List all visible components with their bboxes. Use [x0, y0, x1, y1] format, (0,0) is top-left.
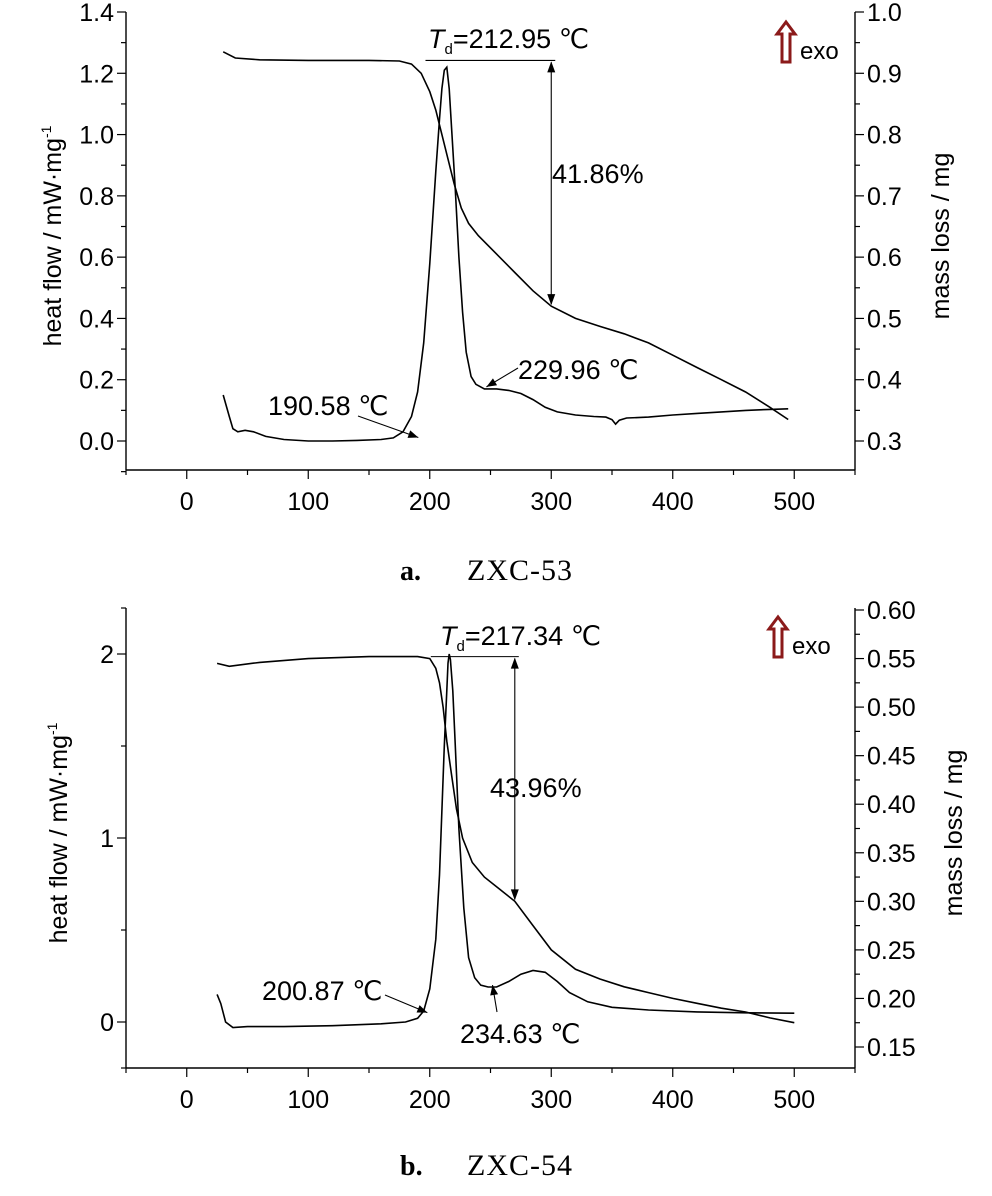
y-left-tick-label: 0.4 [79, 305, 114, 333]
mass-loss-arrowhead-down [547, 294, 556, 306]
td-label-symbol: T [428, 24, 447, 54]
y-right-tick-label: 0.55 [867, 646, 916, 674]
y-right-tick-label: 0.6 [867, 244, 902, 272]
y-right-tick-label: 0.60 [867, 597, 916, 625]
post-peak-temperature-label: 229.96 ℃ [518, 355, 638, 385]
y-left-tick-label: 2 [100, 641, 114, 669]
exo-arrow-icon [774, 19, 798, 64]
td-label-subscript: d [445, 41, 453, 58]
exo-label: exo [800, 38, 839, 65]
mass-loss-curve [222, 51, 789, 421]
y-right-tick-label: 0.4 [867, 367, 902, 395]
mass-loss-percent-label: 43.96% [490, 773, 582, 803]
mass-loss-percent-label: 41.86% [552, 159, 644, 189]
chart-panel-b: 0 100 200 300 400 500 0 1 2 0.15 0.20 0.25 0.30 0.35 0… [44, 597, 968, 1182]
y-left-axis-title: heat flow / mW·mg-1 [38, 125, 67, 346]
exo-label: exo [792, 633, 831, 660]
y-left-tick-label: 0 [100, 1009, 114, 1037]
y-right-tick-label: 0.7 [867, 183, 902, 211]
td-label-value: =217.34 ℃ [465, 621, 601, 651]
td-label-value: =212.95 ℃ [453, 24, 589, 54]
y-right-axis-title: mass loss / mg [940, 750, 968, 917]
mass-loss-curve [216, 655, 795, 1024]
x-tick-label: 500 [773, 1086, 815, 1114]
x-tick-label: 300 [530, 488, 572, 516]
chart-panel-a: 0 100 200 300 400 500 0.0 0.2 0.4 0.6 0.8 1.0 1.2 1.4… [38, 0, 955, 587]
onset-pointer-arrow-head [416, 1005, 428, 1013]
y-left-tick-label: 0.0 [79, 428, 114, 456]
exo-arrow-icon [766, 614, 790, 659]
y-left-axis-title-text: heat flow / mW·mg [39, 138, 67, 346]
onset-temperature-label: 190.58 ℃ [268, 391, 388, 421]
x-tick-label: 300 [530, 1086, 572, 1114]
y-left-axis-title-superscript: -1 [38, 125, 54, 138]
y-right-tick-label: 0.35 [867, 840, 916, 868]
x-tick-label: 0 [180, 1086, 194, 1114]
panel-caption-name: ZXC-53 [467, 554, 573, 587]
mass-loss-arrowhead-down [510, 889, 519, 901]
td-label-symbol: T [440, 621, 459, 651]
y-right-tick-label: 0.25 [867, 937, 916, 965]
panel-caption-name: ZXC-54 [467, 1149, 573, 1182]
y-right-axis-title: mass loss / mg [927, 153, 955, 320]
y-left-tick-label: 0.6 [79, 244, 114, 272]
y-left-tick-label: 0.8 [79, 183, 114, 211]
y-left-tick-label: 1.2 [79, 60, 114, 88]
y-right-tick-label: 0.3 [867, 428, 902, 456]
y-right-tick-label: 0.50 [867, 694, 916, 722]
onset-pointer-arrow-head [407, 430, 419, 438]
y-right-tick-label: 0.15 [867, 1034, 916, 1062]
y-right-tick-label: 0.30 [867, 888, 916, 916]
x-tick-label: 0 [180, 488, 194, 516]
y-right-tick-label: 0.20 [867, 985, 916, 1013]
y-right-tick-label: 1.0 [867, 0, 902, 27]
x-tick-label: 200 [409, 488, 451, 516]
post-peak-pointer-arrow-head [486, 378, 498, 387]
heat-flow-curve [216, 653, 795, 1029]
y-left-axis-title: heat flow / mW·mg-1 [44, 722, 73, 943]
post-peak-pointer-arrow-head [490, 985, 499, 996]
onset-temperature-label: 200.87 ℃ [262, 976, 382, 1006]
mass-loss-arrowhead-up [510, 657, 519, 669]
x-tick-label: 100 [287, 488, 329, 516]
x-tick-label: 500 [773, 488, 815, 516]
panel-caption-letter: b. [400, 1151, 423, 1182]
y-left-tick-label: 0.2 [79, 367, 114, 395]
td-label: Td=217.34 ℃ [440, 621, 601, 655]
onset-pointer-arrow-line [357, 415, 419, 438]
y-left-axis-title-text: heat flow / mW·mg [45, 735, 73, 943]
x-tick-label: 400 [652, 488, 694, 516]
x-tick-label: 100 [287, 1086, 329, 1114]
y-right-tick-label: 0.45 [867, 743, 916, 771]
y-left-tick-label: 1.4 [79, 0, 114, 27]
td-label-subscript: d [457, 638, 465, 655]
td-label: Td=212.95 ℃ [428, 24, 589, 58]
x-tick-label: 200 [409, 1086, 451, 1114]
y-right-tick-label: 0.9 [867, 60, 902, 88]
heat-flow-curve [222, 65, 789, 442]
y-right-tick-label: 0.40 [867, 791, 916, 819]
mass-loss-arrowhead-up [547, 61, 556, 73]
x-tick-label: 400 [652, 1086, 694, 1114]
y-right-tick-label: 0.5 [867, 305, 902, 333]
y-left-axis-title-superscript: -1 [44, 722, 60, 735]
y-left-tick-label: 1 [100, 825, 114, 853]
y-left-tick-label: 1.0 [79, 122, 114, 150]
panel-caption-letter: a. [400, 556, 421, 587]
y-right-tick-label: 0.8 [867, 122, 902, 150]
post-peak-temperature-label: 234.63 ℃ [460, 1019, 580, 1049]
